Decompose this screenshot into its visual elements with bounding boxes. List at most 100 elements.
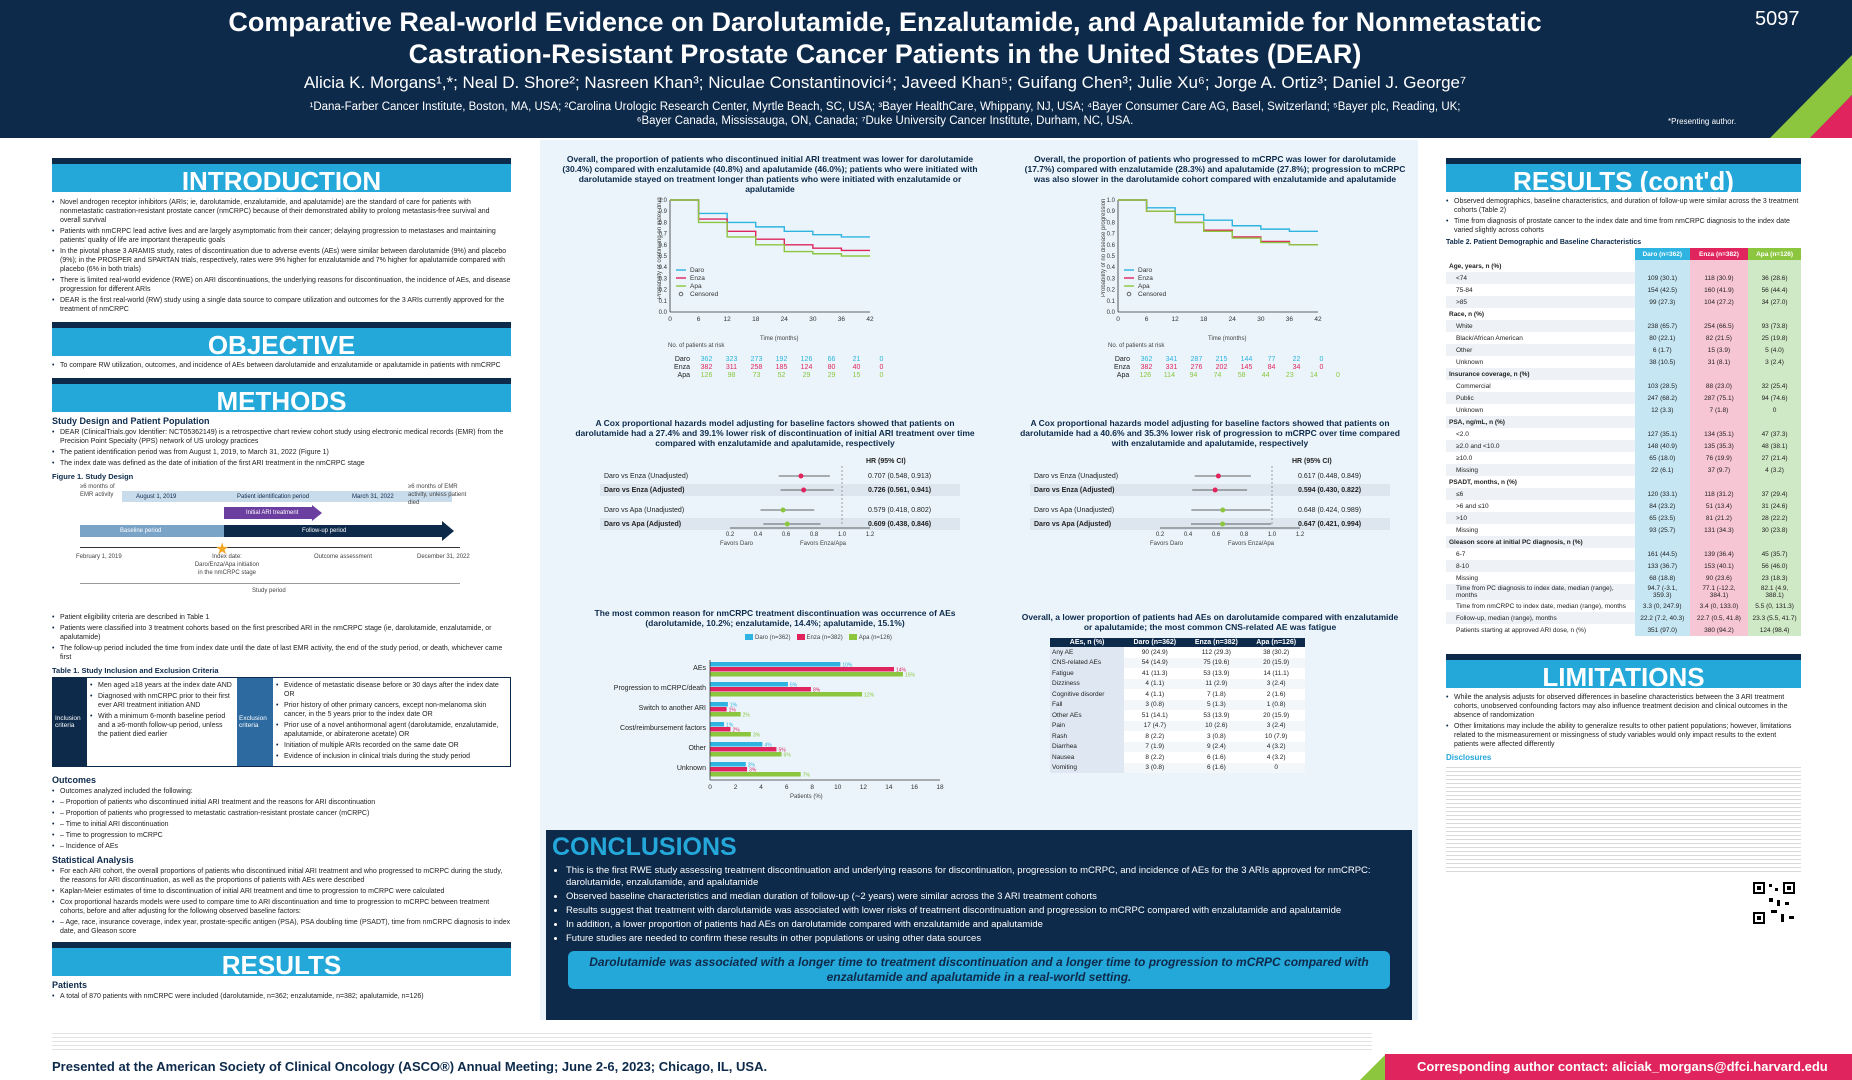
km-line-enza <box>1118 199 1318 246</box>
bar-category-label: Unknown <box>677 765 706 772</box>
ae-row: Rash 8 (2.2) 3 (0.8) 10 (7.9) <box>1050 731 1305 742</box>
methods-bullet: Patient eligibility criteria are describ… <box>52 613 511 622</box>
inclusion-item: Diagnosed with nmCRPC prior to their fir… <box>90 692 234 710</box>
bar-x-tick: 8 <box>810 784 814 791</box>
ae-block: Overall, a lower proportion of patients … <box>1020 612 1400 632</box>
table2-value-cell <box>1689 308 1749 320</box>
intro-bullet: There is limited real-world evidence (RW… <box>52 276 511 294</box>
table2-row-label: Other <box>1446 344 1635 356</box>
exclusion-label: Exclusion criteria <box>237 678 273 766</box>
ae-label-cell: Fatigue <box>1050 668 1125 679</box>
ae-row: CNS-related AEs 54 (14.9) 75 (19.6) 20 (15.… <box>1050 657 1305 668</box>
discontinuation-reasons-bar-chart: AEs 10% 14%15% Progression to mCRPC/death 6%… <box>614 660 944 791</box>
table2-value-cell: 37 (29.4) <box>1748 488 1801 500</box>
table2-row: 75-84 154 (42.5) 160 (41.9) 56 (44.4) <box>1446 284 1801 296</box>
table2-row-label: Public <box>1446 392 1635 404</box>
forest-plot-discontinuation: Daro vs Enza (Unadjusted) 0.707 (0.548, 0… <box>600 466 960 538</box>
risk-value: 258 <box>750 364 763 371</box>
risk-row: Enza 382 311 258 185 124 80 40 0 <box>670 364 910 372</box>
risk-row: Apa 126 114 94 74 58 44 23 14 0 <box>1110 372 1350 380</box>
table2-value-cell: 131 (34.3) <box>1689 524 1749 536</box>
table2-row: ≤6 120 (33.1) 118 (31.2) 37 (29.4) <box>1446 488 1801 500</box>
km-discontinuation-chart: 0.0 0.1 0.2 0.3 0.4 0.5 0.6 0.7 0.8 0.9 1.0 0 6 12 18 2… <box>659 198 874 323</box>
bar-daro <box>710 662 841 667</box>
table2-value-cell: 148 (40.9) <box>1634 440 1690 452</box>
y-tick-label: 1.0 <box>659 198 668 204</box>
forest-tick-label: 0.8 <box>1240 532 1249 538</box>
risk-value: 0 <box>879 372 884 379</box>
table2-value-cell: 153 (40.1) <box>1689 560 1749 572</box>
ae-value-cell: 41 (11.3) <box>1124 668 1186 679</box>
table2-value-cell: 77.1 (-12.2, 384.1) <box>1689 584 1749 600</box>
table2-value-cell: 7 (1.8) <box>1689 404 1749 416</box>
table2-row: White 238 (65.7) 254 (66.5) 93 (73.8) <box>1446 320 1801 332</box>
table2-value-cell: 139 (36.4) <box>1689 548 1749 560</box>
table2-row: >6 and ≤10 84 (23.2) 51 (13.4) 31 (24.6) <box>1446 500 1801 512</box>
risk-value: 0 <box>879 364 884 371</box>
table2-value-cell: 80 (22.1) <box>1634 332 1690 344</box>
table2-row-label: Follow-up, median (range), months <box>1446 612 1635 624</box>
affiliations-line-1: ¹Dana-Farber Cancer Institute, Boston, M… <box>309 101 1461 113</box>
km-line-enza <box>670 199 870 252</box>
inclusion-label: Inclusion criteria <box>53 678 87 766</box>
forest1-favors-left: Favors Daro <box>720 541 754 547</box>
y-tick-label: 1.0 <box>1107 198 1116 204</box>
ae-label-cell: Cognitive disorder <box>1050 689 1125 700</box>
bar-data-label: 8% <box>813 688 821 694</box>
table2-value-cell <box>1634 476 1690 488</box>
km2-xlabel: Time (months) <box>1208 336 1247 342</box>
fig1-baseline-label: Baseline period <box>120 528 162 534</box>
methods-heading: METHODS <box>52 378 511 416</box>
conclusions-section: CONCLUSIONS This is the first RWE study … <box>546 830 1412 1020</box>
forest-hr-point <box>1220 507 1226 513</box>
table2-row-label: Unknown <box>1456 358 1484 366</box>
table2-value-cell: 81 (21.2) <box>1689 512 1749 524</box>
y-tick-label: 0.6 <box>1107 243 1116 249</box>
fig1-followup-arrow <box>442 521 454 541</box>
table2-value-cell: 12 (3.3) <box>1634 404 1690 416</box>
table2-title: Table 2. Patient Demographic and Baselin… <box>1446 239 1642 246</box>
ae-head: AEs, n (%) <box>1050 638 1125 647</box>
table2-value-cell: 31 (8.1) <box>1689 356 1749 368</box>
inclusion-list: Men aged ≥18 years at the index date AND… <box>87 678 237 766</box>
y-tick-label: 0.0 <box>1107 310 1116 316</box>
y-tick-label: 0.4 <box>659 265 668 271</box>
bar-data-label: 6% <box>790 683 798 689</box>
forest-plot-progression: Daro vs Enza (Unadjusted) 0.617 (0.448, 0… <box>1030 466 1390 538</box>
table2-row: Time from nmCRPC to index date, median (… <box>1446 600 1801 612</box>
bar-category-label: Cost/reimbursement factors <box>620 725 706 732</box>
fig1-identification-bar <box>122 491 452 502</box>
risk-value: 52 <box>777 372 786 379</box>
ae-value-cell: 53 (13.9) <box>1185 668 1248 679</box>
y-tick-label: 0.2 <box>1107 288 1116 294</box>
footer-meeting: Presented at the American Society of Cli… <box>52 1059 768 1074</box>
table2-value-cell: 23.3 (5.5, 41.7) <box>1748 612 1801 624</box>
forest1-favors-right: Favors Enza/Apa <box>800 541 847 547</box>
table2-row: Insurance coverage, n (%) <box>1446 368 1801 380</box>
ae-value-cell: 4 (1.1) <box>1124 689 1186 700</box>
legend-apa: Apa (n=126) <box>848 634 892 642</box>
fig1-study-bracket <box>80 583 460 584</box>
right-column: RESULTS (cont'd) Observed demographics, … <box>1446 158 1801 930</box>
references-fine-print <box>52 1030 1372 1050</box>
table2-row-label: Commercial <box>1456 382 1491 390</box>
x-tick-label: 42 <box>1314 316 1322 323</box>
table2-value-cell: 118 (30.9) <box>1689 272 1749 284</box>
qr-code-icon[interactable] <box>1751 880 1797 926</box>
stats-list: For each ARI cohort, the overall proport… <box>52 867 511 936</box>
table2-value-cell: 161 (44.5) <box>1634 548 1690 560</box>
bar-apa <box>710 752 782 757</box>
forest-hr-value: 0.609 (0.438, 0.846) <box>868 521 931 528</box>
table2-row-label: <2.0 <box>1456 430 1469 438</box>
km-discontinuation-block: Overall, the proportion of patients who … <box>560 154 980 194</box>
demographics-table: Daro (n=362) Enza (n=382) Apa (n=126) Ag… <box>1446 248 1801 636</box>
study-design-subheading: Study Design and Patient Population <box>52 416 210 426</box>
ae-row: Pain 17 (4.7) 10 (2.6) 3 (2.4) <box>1050 720 1305 731</box>
footer-contact[interactable]: Corresponding author contact: aliciak_mo… <box>1417 1059 1828 1074</box>
poster-number: 5097 <box>1755 8 1800 30</box>
table2-value-cell: 25 (19.8) <box>1748 332 1801 344</box>
methods-list-2: Patient eligibility criteria are describ… <box>52 613 511 662</box>
ae-value-cell: 4 (1.1) <box>1124 678 1186 689</box>
legend-swatch-apa <box>848 634 857 641</box>
table2-value-cell <box>1689 476 1749 488</box>
